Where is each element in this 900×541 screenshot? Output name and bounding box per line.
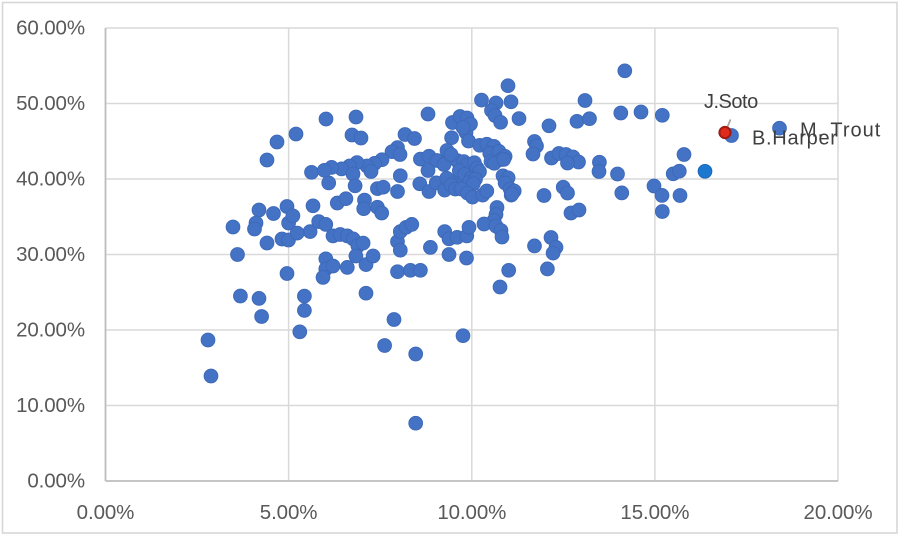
svg-text:0.00%: 0.00% (27, 470, 85, 493)
svg-text:B.Harper: B.Harper (752, 128, 838, 150)
svg-text:10.00%: 10.00% (437, 501, 506, 524)
svg-text:20.00%: 20.00% (804, 501, 873, 524)
svg-text:J.Soto: J.Soto (704, 91, 758, 113)
svg-text:50.00%: 50.00% (16, 92, 85, 115)
svg-text:40.00%: 40.00% (16, 168, 85, 191)
svg-text:0.00%: 0.00% (77, 501, 135, 524)
svg-text:15.00%: 15.00% (620, 501, 689, 524)
svg-text:10.00%: 10.00% (16, 394, 85, 417)
svg-text:20.00%: 20.00% (16, 319, 85, 342)
svg-text:30.00%: 30.00% (16, 243, 85, 266)
svg-text:60.00%: 60.00% (16, 17, 85, 40)
svg-text:M. Trout: M. Trout (800, 120, 881, 142)
svg-text:5.00%: 5.00% (260, 501, 318, 524)
